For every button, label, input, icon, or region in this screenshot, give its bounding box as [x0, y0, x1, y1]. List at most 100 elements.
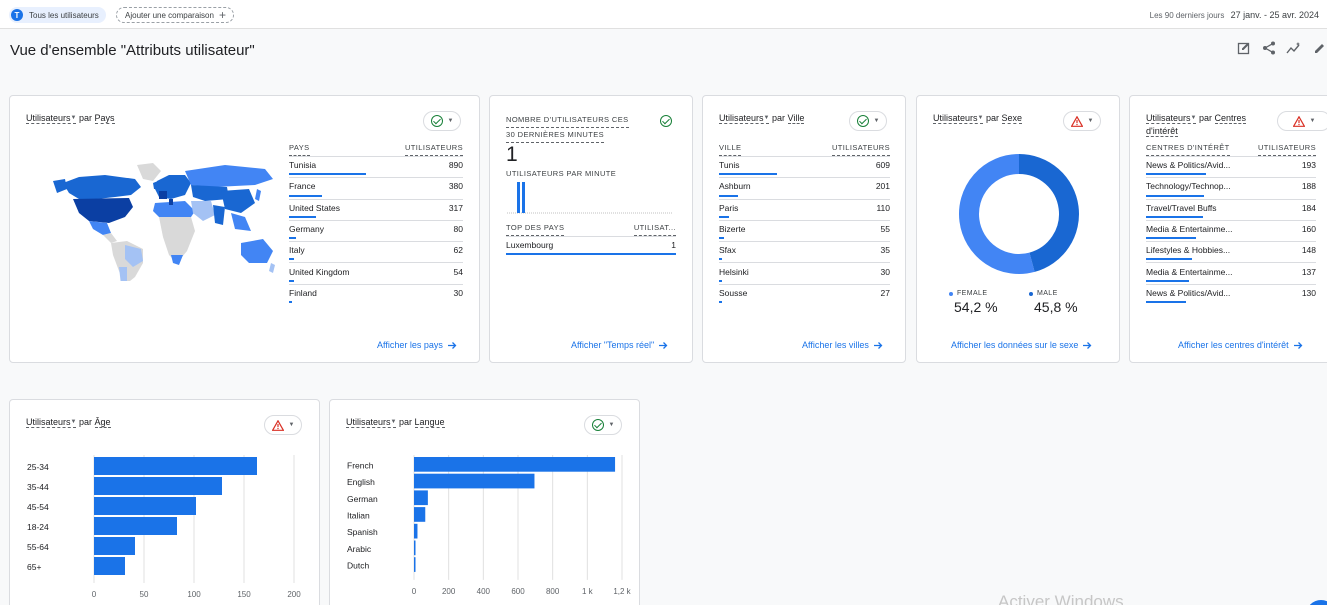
table-row[interactable]: Finland 30: [289, 283, 463, 305]
column-header-users[interactable]: UTILISATEURS: [1257, 143, 1316, 156]
row-label: News & Politics/Avid...: [1146, 287, 1231, 298]
column-header-users[interactable]: UTILISAT...: [633, 223, 676, 236]
caret-down-icon: ▼: [70, 115, 77, 122]
row-value: 62: [453, 245, 463, 256]
bar-spanish[interactable]: [414, 523, 418, 539]
table-row[interactable]: Sousse 27: [719, 283, 890, 305]
bar-45-54[interactable]: [94, 497, 196, 515]
link-label: Afficher les villes: [802, 340, 869, 350]
view-gender-link[interactable]: Afficher les données sur le sexe: [951, 340, 1092, 350]
link-label: Afficher les centres d'intérêt: [1178, 340, 1289, 350]
view-interests-link[interactable]: Afficher les centres d'intérêt: [1178, 340, 1303, 350]
bar-25-34[interactable]: [94, 457, 257, 475]
table-row[interactable]: Ashburn 201: [719, 177, 890, 198]
map-region-uk: [153, 181, 159, 189]
table-row[interactable]: Helsinki 30: [719, 262, 890, 283]
table-row[interactable]: United States 317: [289, 198, 463, 220]
edit-icon[interactable]: [1311, 40, 1327, 56]
row-share-bar: [289, 301, 292, 304]
metric-selector[interactable]: Utilisateurs▼: [719, 113, 770, 124]
realtime-title-line1: NOMBRE D'UTILISATEURS CES: [506, 113, 629, 128]
dimension-selector[interactable]: Sexe: [1001, 113, 1023, 124]
table-row[interactable]: United Kingdom 54: [289, 262, 463, 283]
table-row[interactable]: Italy 62: [289, 241, 463, 262]
table-row[interactable]: Media & Entertainme... 160: [1146, 219, 1316, 241]
metric-selector[interactable]: Utilisateurs▼: [26, 417, 77, 428]
metric-selector[interactable]: Utilisateurs▼: [26, 113, 77, 124]
metric-selector[interactable]: Utilisateurs▼: [1146, 113, 1197, 124]
data-quality-button[interactable]: ▼: [584, 415, 622, 435]
view-cities-link[interactable]: Afficher les villes: [802, 340, 883, 350]
bar-18-24[interactable]: [94, 517, 177, 535]
title-by: par: [1198, 113, 1212, 123]
bar-french[interactable]: [414, 457, 616, 472]
insights-icon[interactable]: [1286, 40, 1302, 56]
data-quality-button[interactable]: ▼: [423, 111, 461, 131]
add-comparison-button[interactable]: Ajouter une comparaison +: [116, 7, 234, 23]
view-countries-link[interactable]: Afficher les pays: [377, 340, 457, 350]
table-row[interactable]: Tunis 609: [719, 156, 890, 177]
dimension-selector[interactable]: Pays: [94, 113, 115, 124]
bar-italian[interactable]: [414, 507, 426, 522]
view-realtime-link[interactable]: Afficher "Temps réel": [571, 340, 668, 350]
bar-dutch[interactable]: [414, 557, 416, 572]
map-region-greenland: [137, 163, 161, 181]
table-row[interactable]: News & Politics/Avid... 130: [1146, 283, 1316, 305]
edit-report-icon[interactable]: [1236, 40, 1252, 56]
row-value: 193: [1301, 160, 1316, 171]
data-quality-button[interactable]: ▼: [1063, 111, 1101, 131]
table-row[interactable]: Technology/Technop... 188: [1146, 177, 1316, 198]
row-label: France: [289, 181, 316, 192]
data-quality-button[interactable]: ▼: [264, 415, 302, 435]
gender-donut-chart: [959, 154, 1079, 274]
check-circle-icon: [591, 419, 604, 431]
dimension-selector[interactable]: Langue: [414, 417, 445, 428]
dimension-selector[interactable]: Centres d'intérêt: [1146, 113, 1247, 138]
column-header-country[interactable]: PAYS: [289, 143, 310, 156]
table-row[interactable]: Germany 80: [289, 219, 463, 241]
table-row[interactable]: France 380: [289, 177, 463, 198]
table-row[interactable]: News & Politics/Avid... 193: [1146, 156, 1316, 177]
caret-down-icon: ▼: [1309, 118, 1316, 124]
category-label: French: [347, 460, 374, 470]
floating-action-button[interactable]: [1306, 600, 1327, 605]
legend-label: MALE: [1037, 290, 1058, 297]
column-header-users[interactable]: UTILISATEURS: [831, 143, 890, 156]
dimension-selector[interactable]: Ville: [787, 113, 805, 124]
bar-55-64[interactable]: [94, 537, 135, 555]
metric-selector[interactable]: Utilisateurs▼: [933, 113, 984, 124]
table-row[interactable]: Luxembourg 1: [506, 236, 676, 257]
table-row[interactable]: Lifestyles & Hobbies... 148: [1146, 241, 1316, 262]
dimension-selector[interactable]: Âge: [94, 417, 111, 428]
date-range-picker[interactable]: Les 90 derniers jours 27 janv. - 25 avr.…: [1150, 10, 1319, 20]
column-header-interests[interactable]: CENTRES D'INTÉRÊT: [1146, 143, 1230, 156]
category-label: 45-54: [27, 502, 49, 512]
share-icon[interactable]: [1261, 40, 1277, 56]
table-body: Tunis 609 Ashburn 201 Paris 110 Bizerte 55 Sfax 3…: [719, 156, 890, 305]
column-header-city[interactable]: VILLE: [719, 143, 742, 156]
table-row[interactable]: Sfax 35: [719, 241, 890, 262]
bar-65-[interactable]: [94, 557, 125, 575]
table-row[interactable]: Travel/Travel Buffs 184: [1146, 198, 1316, 220]
table-row[interactable]: Paris 110: [719, 198, 890, 220]
caret-down-icon: ▼: [1087, 118, 1094, 124]
metric-selector[interactable]: Utilisateurs▼: [346, 417, 397, 428]
category-label: 35-44: [27, 482, 49, 492]
bar-35-44[interactable]: [94, 477, 222, 495]
donut-slice-male[interactable]: [1018, 154, 1079, 272]
data-quality-button[interactable]: ▼: [1277, 111, 1327, 131]
data-quality-button[interactable]: ▼: [849, 111, 887, 131]
bar-german[interactable]: [414, 490, 428, 506]
bar-english[interactable]: [414, 473, 535, 489]
table-row[interactable]: Bizerte 55: [719, 219, 890, 241]
table-row[interactable]: Tunisia 890: [289, 156, 463, 177]
column-header-top-countries[interactable]: TOP DES PAYS: [506, 223, 565, 236]
per-minute-bar: [522, 182, 525, 213]
column-header-users[interactable]: UTILISATEURS: [404, 143, 463, 156]
bar-arabic[interactable]: [414, 540, 416, 556]
data-quality-button[interactable]: [655, 111, 677, 131]
table-row[interactable]: Media & Entertainme... 137: [1146, 262, 1316, 283]
metric-label: Utilisateurs: [1146, 113, 1191, 123]
donut-slice-female[interactable]: [959, 154, 1035, 274]
segment-chip-all-users[interactable]: T Tous les utilisateurs: [9, 7, 106, 23]
